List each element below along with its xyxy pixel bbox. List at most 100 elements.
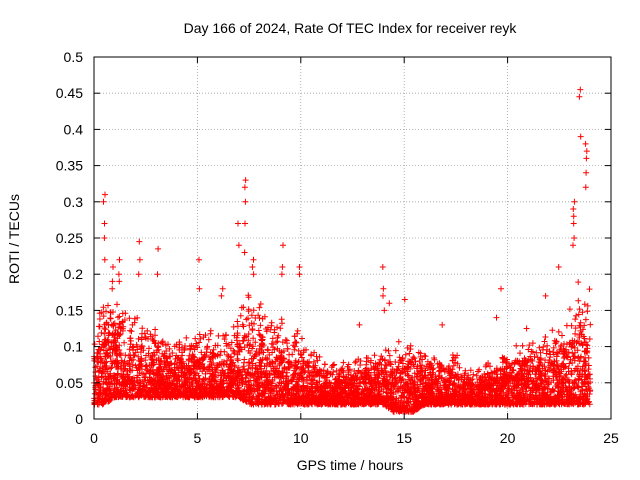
data-point [256, 304, 263, 311]
data-point [252, 351, 259, 358]
data-point [206, 354, 213, 361]
data-point [112, 386, 119, 393]
data-point [99, 357, 106, 364]
data-point [237, 312, 244, 319]
data-point [102, 389, 109, 396]
data-point [568, 368, 575, 375]
data-point [394, 385, 401, 392]
data-point [98, 329, 105, 336]
data-point [129, 344, 136, 351]
data-point [125, 352, 132, 359]
data-point [117, 324, 124, 331]
data-point [575, 311, 582, 318]
data-point [191, 374, 198, 381]
data-point [417, 350, 424, 357]
data-point [267, 379, 274, 386]
data-point [225, 341, 232, 348]
data-point [167, 353, 174, 360]
data-point [253, 378, 260, 385]
data-point [291, 339, 298, 346]
data-point [499, 386, 505, 393]
data-point [437, 382, 444, 389]
data-point [440, 377, 447, 384]
data-point [450, 362, 457, 369]
data-point [110, 375, 117, 382]
data-point [468, 390, 475, 396]
data-point [352, 388, 359, 395]
data-point [566, 340, 573, 347]
data-point [274, 338, 281, 345]
data-point [348, 372, 354, 379]
data-point [232, 394, 239, 401]
data-point [260, 342, 267, 349]
data-point [279, 320, 285, 327]
data-point [469, 381, 476, 388]
data-point [411, 370, 418, 377]
data-point [279, 393, 286, 400]
data-point [292, 370, 299, 377]
data-point [141, 377, 148, 384]
data-point [151, 352, 158, 359]
data-point [424, 358, 431, 365]
data-point [280, 348, 287, 354]
data-point [551, 337, 558, 344]
data-point [587, 388, 593, 395]
data-point [561, 340, 567, 347]
data-point [228, 367, 234, 374]
data-point [272, 401, 279, 408]
data-point [392, 359, 399, 365]
data-point [145, 388, 152, 395]
data-point [324, 368, 331, 375]
data-point [281, 365, 288, 372]
data-point [155, 343, 162, 350]
data-point [130, 356, 137, 363]
data-point [586, 336, 593, 342]
data-point [331, 361, 338, 368]
data-point [265, 347, 271, 354]
data-point [467, 367, 474, 374]
data-point [237, 392, 244, 399]
data-point [441, 366, 447, 373]
data-point [210, 346, 217, 353]
data-point [243, 316, 250, 323]
data-point [208, 392, 215, 399]
data-point [513, 382, 520, 389]
data-point [133, 374, 140, 381]
data-point [234, 371, 241, 378]
data-point [498, 380, 505, 386]
data-point [118, 357, 125, 364]
data-point [104, 368, 111, 375]
data-point [94, 394, 101, 401]
data-point [361, 373, 368, 380]
data-point [533, 349, 540, 356]
data-point [262, 354, 269, 361]
data-point [561, 353, 568, 360]
data-point [134, 379, 141, 386]
data-point [114, 363, 121, 370]
data-point [299, 335, 305, 342]
data-point [513, 373, 520, 380]
data-point [146, 345, 152, 352]
data-point [246, 322, 253, 329]
data-point [542, 367, 549, 374]
data-point [387, 368, 394, 375]
data-point [345, 369, 352, 376]
data-point [452, 354, 459, 361]
data-point [428, 401, 435, 408]
data-point [575, 354, 582, 361]
data-point [259, 349, 265, 356]
data-point [280, 369, 287, 376]
data-point [95, 359, 102, 366]
data-point [397, 373, 404, 380]
data-point [503, 379, 510, 386]
data-point [452, 382, 459, 389]
data-point [105, 332, 112, 339]
data-point [572, 325, 579, 332]
data-point [116, 342, 123, 349]
data-point [375, 375, 382, 382]
data-point [128, 328, 135, 335]
data-point [290, 384, 297, 390]
data-point [404, 398, 411, 405]
data-point [363, 358, 370, 365]
data-point [160, 390, 167, 397]
